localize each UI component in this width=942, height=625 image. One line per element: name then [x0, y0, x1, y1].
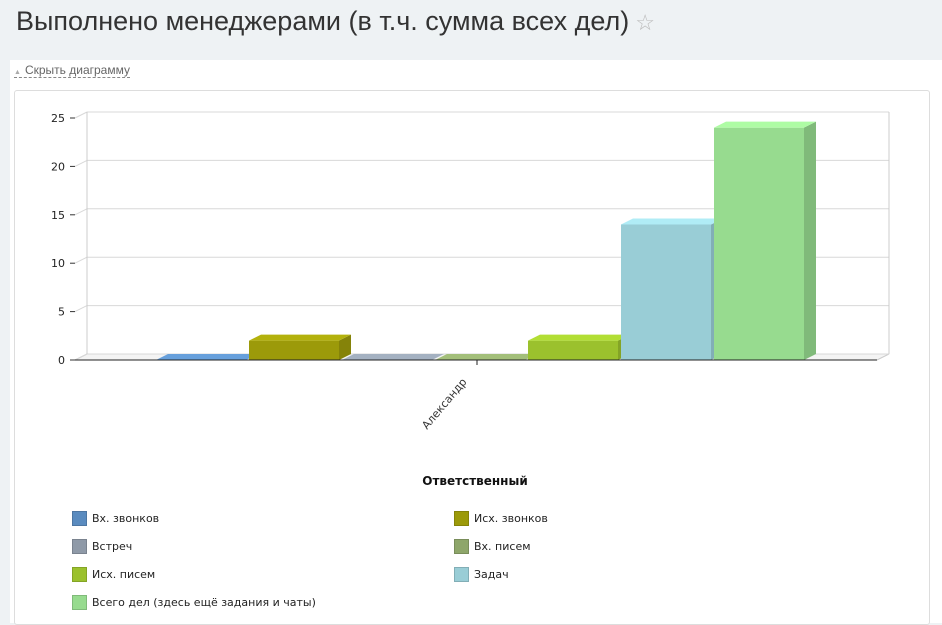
x-tick-label: Александр [419, 376, 469, 432]
caret-up-icon: ▲ [14, 69, 21, 76]
bar-front [714, 127, 804, 361]
bar-side [339, 334, 351, 360]
legend-item[interactable]: Вх. звонков [72, 511, 159, 526]
legend-label: Задач [474, 568, 509, 581]
legend-swatch [72, 539, 87, 554]
legend-swatch [72, 595, 87, 610]
x-axis-title: Ответственный [422, 474, 528, 488]
legend-label: Встреч [92, 540, 133, 553]
hide-chart-label: Скрыть диаграмму [24, 63, 130, 77]
chart-container: 0 5 10 15 20 25 Александр Ответственный Вх. зво… [14, 90, 930, 625]
bar-3 [342, 354, 444, 360]
legend-item[interactable]: Задач [454, 567, 509, 582]
legend-label: Вх. звонков [92, 512, 160, 525]
bar-6 [621, 218, 723, 360]
y-tick-label: 20 [51, 160, 65, 173]
bar-top [342, 354, 444, 360]
bar-top [528, 334, 630, 341]
bar-front [249, 340, 339, 360]
bar-top [621, 218, 723, 225]
bar-front [621, 224, 711, 360]
gridline-depth [74, 353, 88, 361]
gridline-depth [74, 305, 88, 313]
bar-front [528, 340, 618, 360]
bar-chart: 0 5 10 15 20 25 Александр Ответственный [51, 111, 890, 488]
hide-chart-link[interactable]: ▲ Скрыть диаграмму [14, 63, 130, 78]
legend-item[interactable]: Всего дел (здесь ещё задания и чаты) [72, 595, 316, 610]
legend-swatch [454, 567, 469, 582]
y-tick-label: 25 [51, 112, 65, 125]
bar-top [714, 121, 816, 128]
y-tick-label: 5 [58, 306, 65, 319]
bar-top [156, 354, 258, 360]
bar-4 [435, 354, 537, 360]
y-tick-label: 10 [51, 257, 65, 270]
legend-item[interactable]: Вх. писем [454, 539, 531, 554]
legend-item[interactable]: Встреч [72, 539, 132, 554]
bar-top [249, 334, 351, 341]
legend-swatch [72, 567, 87, 582]
gridline-depth [74, 111, 88, 119]
bar-5 [528, 334, 630, 360]
gridline-depth [74, 256, 88, 264]
legend-swatch [72, 511, 87, 526]
bar-7 [714, 121, 816, 361]
legend-item[interactable]: Исх. писем [72, 567, 155, 582]
legend-label: Всего дел (здесь ещё задания и чаты) [92, 596, 316, 609]
legend-swatch [454, 511, 469, 526]
legend-label: Вх. писем [474, 540, 531, 553]
page-title-text: Выполнено менеджерами (в т.ч. сумма всех… [16, 6, 630, 36]
star-icon[interactable]: ☆ [635, 10, 655, 35]
y-tick-label: 15 [51, 209, 65, 222]
legend-label: Исх. звонков [474, 512, 548, 525]
gridline-depth [74, 208, 88, 216]
bar-top [435, 354, 537, 360]
page-title: Выполнено менеджерами (в т.ч. сумма всех… [16, 6, 655, 37]
y-tick-label: 0 [58, 354, 65, 367]
gridline-depth [74, 159, 88, 167]
bar-1 [156, 354, 258, 360]
legend-swatch [454, 539, 469, 554]
bar-side [804, 121, 816, 361]
legend-item[interactable]: Исх. звонков [454, 511, 548, 526]
bar-2 [249, 334, 351, 360]
legend-label: Исх. писем [92, 568, 156, 581]
